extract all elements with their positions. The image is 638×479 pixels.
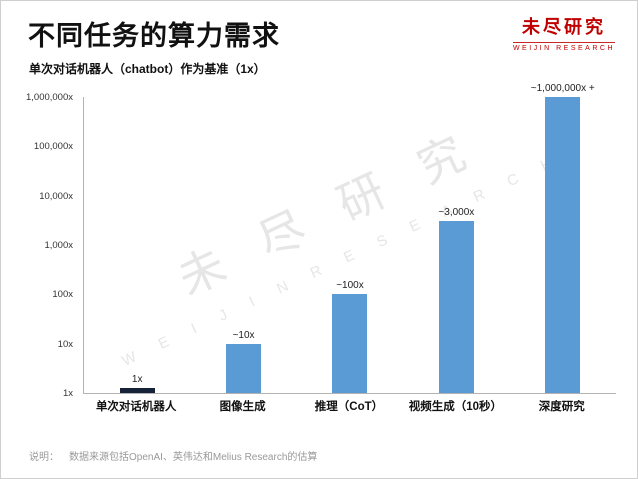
bar-value-label: ~1,000,000x + — [530, 83, 595, 94]
bar: ~100x — [332, 280, 368, 393]
y-tick-label: 1,000x — [44, 240, 73, 251]
brand-logo-rule — [512, 42, 615, 43]
bar-value-label: ~100x — [336, 280, 364, 291]
y-tick-label: 100x — [52, 289, 73, 301]
x-axis: 单次对话机器人 图像生成 推理（CoT） 视频生成（10秒） 深度研究 — [83, 398, 615, 414]
bar-value-label: 1x — [131, 374, 143, 385]
y-axis: 1,000,000x 100,000x 10,000x 1,000x 100x 10x 1x — [25, 92, 77, 399]
x-axis-label: 深度研究 — [538, 401, 585, 413]
plot-area: 1x ~10x ~100x ~3,000x ~1,000,000x + — [83, 83, 616, 394]
x-axis-label: 视频生成（10秒） — [408, 401, 503, 413]
x-axis-label: 图像生成 — [219, 401, 266, 413]
brand-logo-cn: 未尽研究 — [521, 17, 606, 37]
x-axis-label: 单次对话机器人 — [95, 401, 177, 413]
footnote-text: 数据来源包括OpenAI、英伟达和Melius Research的估算 — [69, 452, 318, 463]
chart-subtitle: 单次对话机器人（chatbot）作为基准（1x） — [29, 62, 266, 76]
y-tick-label: 100,000x — [33, 141, 73, 153]
footnote: 说明： 数据来源包括OpenAI、英伟达和Melius Research的估算 — [29, 448, 317, 463]
footnote-label: 说明： — [29, 452, 59, 463]
brand-logo: 未尽研究 WEIJIN RESEARCH — [512, 13, 615, 52]
y-tick-label: 10x — [57, 338, 73, 350]
brand-logo-en: WEIJIN RESEARCH — [512, 45, 615, 52]
y-tick-label: 1x — [62, 388, 73, 399]
y-tick-label: 10,000x — [39, 190, 73, 202]
bar: ~3,000x — [438, 207, 474, 393]
bar-value-label: ~3,000x — [438, 207, 475, 218]
bar: 1x — [119, 374, 155, 393]
bar-value-label: ~10x — [232, 330, 255, 341]
bar-chart: 1,000,000x 100,000x 10,000x 1,000x 100x 10x 1x… — [25, 83, 617, 427]
y-tick-label: 1,000,000x — [25, 92, 73, 103]
bar: ~1,000,000x + — [531, 83, 595, 393]
x-axis-label: 推理（CoT） — [314, 401, 384, 413]
page-title: 不同任务的算力需求 — [28, 21, 280, 51]
bar: ~10x — [226, 330, 262, 393]
